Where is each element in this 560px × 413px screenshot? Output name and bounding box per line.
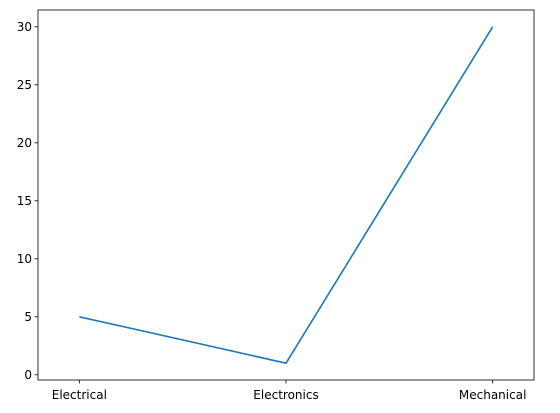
y-tick-label: 30 (17, 20, 32, 34)
y-tick-label: 0 (24, 368, 32, 382)
plot-area (38, 10, 534, 380)
x-tick-label: Electronics (253, 388, 318, 402)
plot-frame (37, 9, 535, 381)
y-tick-label: 15 (17, 194, 32, 208)
y-tick-label: 5 (24, 310, 32, 324)
series-layer (79, 26, 494, 364)
y-axis: 0 5 10 15 20 25 30 (17, 20, 38, 382)
y-tick-label: 20 (17, 136, 32, 150)
y-tick-label: 10 (17, 252, 32, 266)
y-tick-label: 25 (17, 78, 32, 92)
series-line (79, 26, 494, 364)
x-tick-label: Mechanical (459, 388, 527, 402)
x-axis: Electrical Electronics Mechanical (52, 380, 527, 402)
x-tick-label: Electrical (52, 388, 107, 402)
